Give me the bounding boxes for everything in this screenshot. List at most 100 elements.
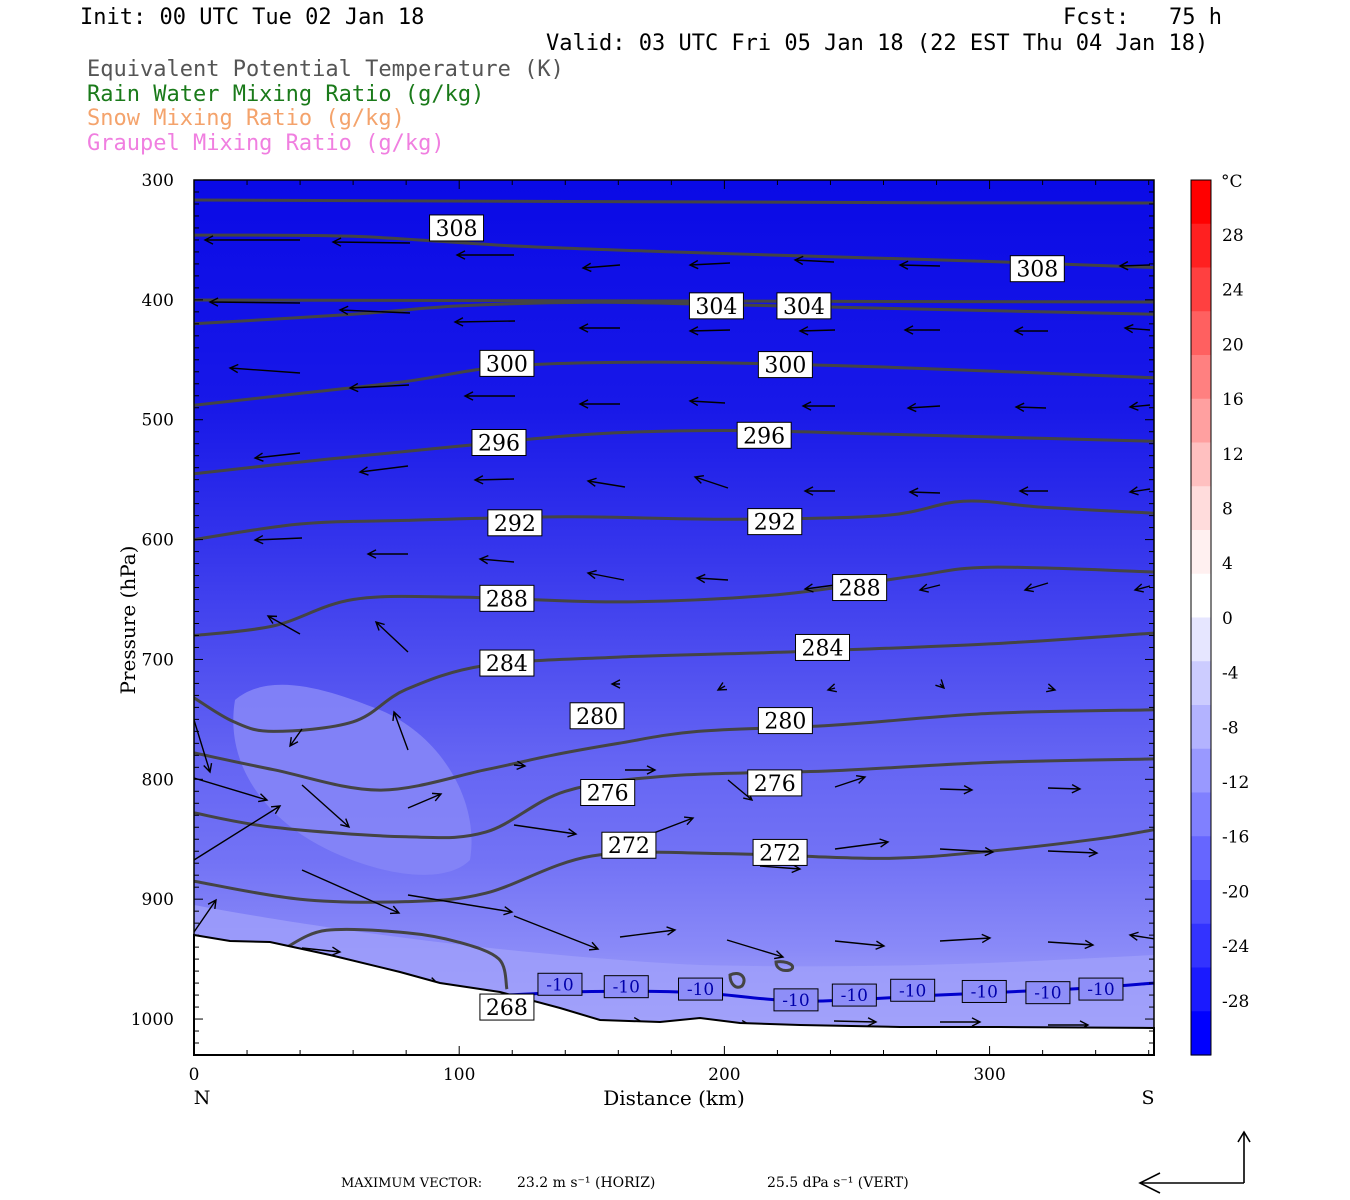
temperature-label-box: [831, 983, 877, 1007]
contour-label-box: [832, 574, 888, 602]
wind-vector-arrow: [513, 760, 527, 770]
theta-e-contour-label: 308: [1016, 258, 1058, 283]
wind-vector-arrow: [939, 846, 995, 857]
theta-e-contour-272: [194, 828, 1154, 904]
colorbar-tick-label: -16: [1222, 828, 1249, 848]
contour-label-box: [757, 707, 813, 735]
wind-vector-arrow: [898, 260, 941, 270]
temperature-contour-label: -10: [1034, 984, 1061, 1004]
contour-label-box: [479, 584, 535, 612]
y-tick-label: 700: [142, 650, 174, 670]
wind-vector-arrow: [463, 391, 515, 401]
wind-vector-arrow: [918, 583, 941, 593]
temperature-label-box: [678, 977, 724, 1001]
max-vector-horiz: 23.2 m s⁻¹ (HORIZ): [517, 1175, 656, 1191]
wind-vector-arrow: [908, 487, 941, 497]
colorbar-swatch: [1191, 1011, 1211, 1056]
wind-vector-arrow: [366, 549, 408, 559]
theta-e-contour-label: 288: [839, 577, 881, 602]
wind-vector-arrow: [338, 305, 411, 316]
theta-e-contour-label: 304: [695, 295, 737, 320]
wind-vector-arrow: [374, 620, 409, 653]
temperature-contour-label: -10: [971, 982, 998, 1002]
wind-vector-arrow: [625, 765, 657, 775]
wind-vector-arrow: [513, 824, 578, 838]
y-axis-title: Pressure (hPa): [116, 546, 140, 695]
wind-vector-arrow: [693, 474, 729, 489]
wind-vector-arrow: [803, 583, 836, 593]
wind-vector-arrow: [798, 326, 836, 336]
temperature-label-box: [1025, 981, 1071, 1005]
wind-vector-arrow: [1128, 931, 1154, 941]
wind-vector-arrow: [1047, 784, 1082, 794]
wind-vector-arrow: [939, 933, 992, 944]
contour-label-box: [795, 633, 851, 661]
contour-label-box: [429, 214, 485, 242]
contour-label-box: [479, 349, 535, 377]
temperature-contour-label: -10: [782, 991, 809, 1011]
colorbar-tick-label: 4: [1222, 554, 1233, 574]
colorbar-tick-label: 12: [1222, 445, 1244, 465]
wind-vector-arrow: [688, 396, 726, 407]
contour-label-box: [569, 702, 625, 730]
wind-vector-arrow: [578, 399, 620, 409]
colorbar-swatch: [1191, 223, 1211, 269]
contour-label-box: [479, 993, 535, 1021]
wind-vector-arrow: [935, 679, 946, 690]
wind-vector-arrow: [1023, 582, 1049, 593]
wind-vector-arrow: [1128, 486, 1151, 496]
theta-e-contour-top: [194, 298, 1154, 304]
wind-vector-arrow: [1013, 326, 1048, 336]
wind-vector-arrow: [301, 946, 342, 956]
theta-e-contour-label: 304: [783, 295, 825, 320]
wind-vector-arrow: [289, 728, 303, 748]
wind-vector-arrow: [726, 939, 785, 960]
colorbar-swatch: [1191, 442, 1211, 487]
colorbar-swatch: [1191, 792, 1211, 837]
temperature-label-box: [1078, 977, 1124, 1001]
wind-vector-arrow: [801, 401, 835, 411]
init-time: Init: 00 UTC Tue 02 Jan 18: [80, 5, 425, 30]
colorbar-swatch: [1191, 923, 1211, 969]
wind-vector-arrow: [478, 554, 515, 565]
wind-vector-arrow: [455, 250, 514, 260]
temperature-label-box: [961, 979, 1007, 1003]
y-tick-label: 300: [142, 171, 174, 191]
colorbar-swatch: [1191, 180, 1211, 225]
wind-vector-arrow: [1118, 261, 1151, 271]
theta-e-contour-308: [194, 233, 1154, 269]
wind-vector-arrow: [407, 894, 514, 916]
colorbar-swatch: [1191, 967, 1211, 1012]
temperature-label-box: [603, 975, 649, 999]
wind-vector-arrow: [228, 363, 301, 374]
wind-vector-arrow: [793, 255, 835, 266]
plot-frame: [193, 179, 1155, 1056]
colorbar-unit: °C: [1221, 172, 1243, 192]
wind-vector-arrow: [939, 785, 974, 795]
contour-label-box: [747, 508, 803, 536]
wind-vector-arrow: [1014, 402, 1047, 412]
wind-vector-arrow: [586, 477, 626, 488]
y-tick-label: 600: [142, 531, 174, 551]
theta-e-contour-288: [194, 565, 1154, 637]
wind-vector-arrow: [358, 465, 409, 476]
colorbar-swatch: [1191, 311, 1211, 356]
colorbar-swatch: [1191, 705, 1211, 750]
colorbar-swatch: [1191, 267, 1211, 312]
wind-vector-arrow: [906, 402, 941, 413]
contour-label-box: [752, 838, 808, 866]
temperature-contour-label: -10: [841, 986, 868, 1006]
colorbar-frame: [1190, 179, 1212, 1056]
contour-label-box: [776, 292, 832, 320]
wind-vector-arrow: [203, 235, 300, 245]
colorbar-tick-label: -12: [1222, 773, 1249, 793]
theta-e-contour-label: 280: [764, 710, 806, 735]
theta-e-contour-label: 308: [436, 217, 478, 242]
wind-vector-arrow: [903, 325, 940, 335]
y-tick-label: 400: [142, 291, 174, 311]
y-tick-label: 900: [142, 890, 174, 910]
wind-vector-arrow: [194, 777, 269, 803]
wind-vector-arrow: [194, 898, 217, 933]
colorbar-tick-label: 8: [1222, 500, 1233, 520]
